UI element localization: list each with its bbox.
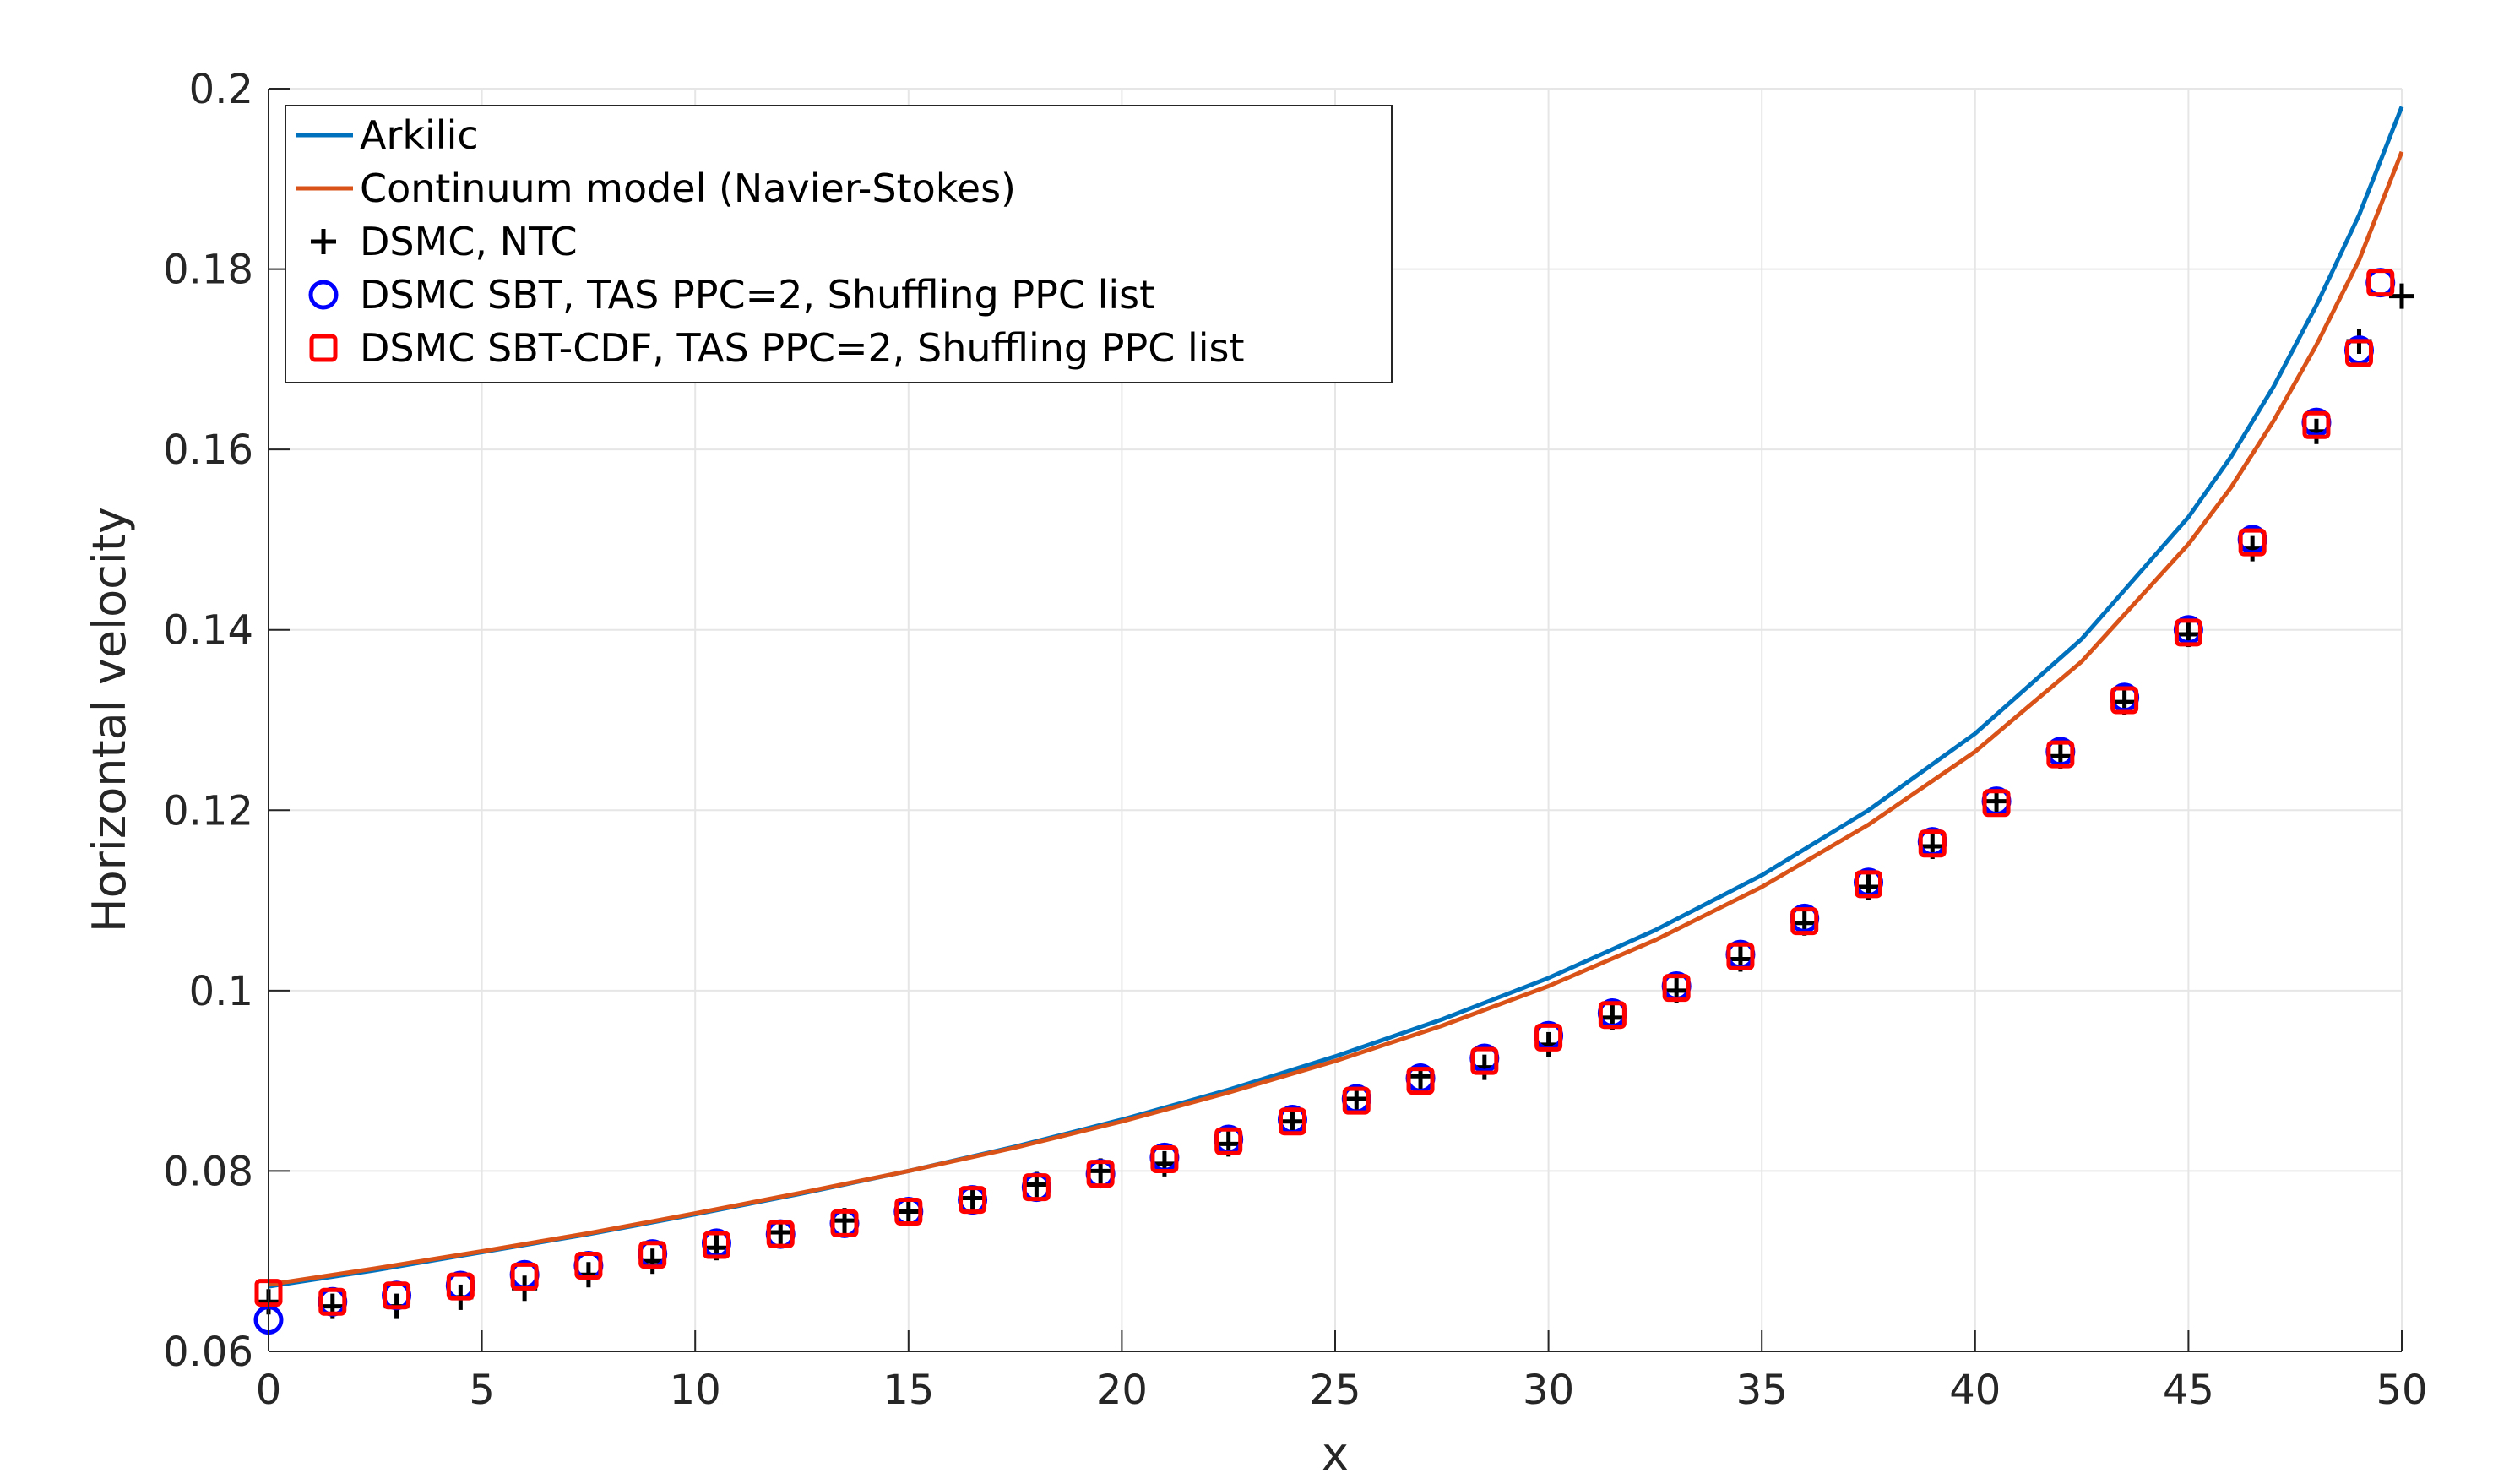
- x-tick-label: 25: [1309, 1367, 1360, 1414]
- data-point: [1790, 907, 1819, 936]
- y-tick-label: 0.2: [189, 66, 253, 113]
- x-tick-label: 20: [1096, 1367, 1148, 1414]
- data-point: [2389, 283, 2414, 309]
- legend-label: DSMC SBT, TAS PPC=2, Shuffling PPC list: [360, 272, 1154, 318]
- x-tick-label: 0: [256, 1367, 282, 1414]
- x-tick-label: 30: [1523, 1367, 1574, 1414]
- x-tick-label: 15: [883, 1367, 934, 1414]
- x-tick-label: 40: [1949, 1367, 2001, 1414]
- series-1: [268, 150, 2404, 1287]
- x-axis-title: x: [1322, 1427, 1349, 1481]
- y-tick-label: 0.1: [189, 968, 253, 1015]
- data-point: [2110, 686, 2139, 715]
- legend-label: DSMC, NTC: [360, 219, 578, 264]
- tick-label-layer: 0 5 10 15 20 25 30 35 40 45 50 0.06 0.08 0.1 0.12 0.14 0…: [163, 66, 2427, 1414]
- data-point: [894, 1197, 923, 1226]
- legend: Arkilic Continuum model (Navier-Stokes) DS…: [285, 105, 1393, 383]
- data-point: [446, 1272, 475, 1301]
- data-point: [1086, 1160, 1115, 1188]
- data-point: [1918, 829, 1947, 858]
- data-point: [959, 1186, 987, 1215]
- data-point: [1598, 1001, 1627, 1030]
- data-point: [895, 1199, 921, 1225]
- data-point: [510, 1262, 539, 1291]
- data-point: [2344, 339, 2373, 367]
- data-point: [1342, 1086, 1371, 1115]
- legend-label: Arkilic: [360, 112, 479, 158]
- y-tick-label: 0.06: [163, 1329, 253, 1376]
- legend-marker-swatch: [308, 280, 339, 310]
- axes-layer: [268, 88, 2403, 1352]
- data-point: [1855, 870, 1882, 899]
- y-axis-title: Horizontal velocity: [83, 507, 136, 932]
- legend-entry-0: Arkilic: [296, 112, 479, 158]
- x-tick-label: 10: [670, 1367, 721, 1414]
- data-point: [766, 1220, 795, 1248]
- legend-entry-1: Continuum model (Navier-Stokes): [296, 166, 1016, 211]
- data-point: [574, 1252, 603, 1280]
- data-point: [1150, 1145, 1179, 1174]
- data-point: [1278, 1107, 1306, 1136]
- data-point: [2046, 740, 2075, 769]
- legend-entry-3: DSMC SBT, TAS PPC=2, Shuffling PPC list: [308, 272, 1154, 318]
- legend-marker-swatch: [311, 229, 336, 254]
- y-tick-label: 0.12: [163, 787, 253, 834]
- data-point: [383, 1281, 411, 1310]
- data-point: [1214, 1127, 1243, 1155]
- y-tick-label: 0.16: [163, 427, 253, 474]
- legend-label: DSMC SBT-CDF, TAS PPC=2, Shuffling PPC l…: [360, 325, 1245, 371]
- data-point: [1022, 1173, 1051, 1202]
- data-point: [2174, 618, 2202, 647]
- data-point: [1406, 1067, 1435, 1095]
- data-point: [1534, 1023, 1563, 1052]
- data-point: [638, 1241, 667, 1269]
- data-point: [1279, 1108, 1306, 1134]
- y-tick-label: 0.18: [163, 247, 253, 294]
- data-point: [1662, 974, 1691, 1003]
- data-point: [1470, 1046, 1499, 1075]
- y-tick-label: 0.14: [163, 607, 253, 655]
- data-point: [2366, 269, 2395, 297]
- legend-marker-swatch: [309, 334, 338, 362]
- x-tick-label: 35: [1736, 1367, 1788, 1414]
- data-point: [830, 1209, 859, 1237]
- series-4: [254, 269, 2395, 1316]
- x-tick-label: 5: [469, 1367, 495, 1414]
- series-line: [268, 150, 2404, 1287]
- series-layer: [253, 106, 2414, 1335]
- legend-entry-2: DSMC, NTC: [311, 219, 578, 264]
- x-tick-label: 45: [2163, 1367, 2214, 1414]
- data-point: [318, 1287, 347, 1316]
- legend-box: [285, 105, 1393, 383]
- data-point: [702, 1231, 730, 1259]
- y-tick-label: 0.08: [163, 1148, 253, 1195]
- legend-label: Continuum model (Navier-Stokes): [360, 166, 1016, 211]
- data-point: [2302, 410, 2331, 439]
- data-point: [2238, 528, 2267, 557]
- x-tick-label: 50: [2376, 1367, 2427, 1414]
- legend-entry-4: DSMC SBT-CDF, TAS PPC=2, Shuffling PPC l…: [309, 325, 1245, 371]
- data-point: [1982, 789, 2011, 818]
- data-point: [1726, 942, 1755, 970]
